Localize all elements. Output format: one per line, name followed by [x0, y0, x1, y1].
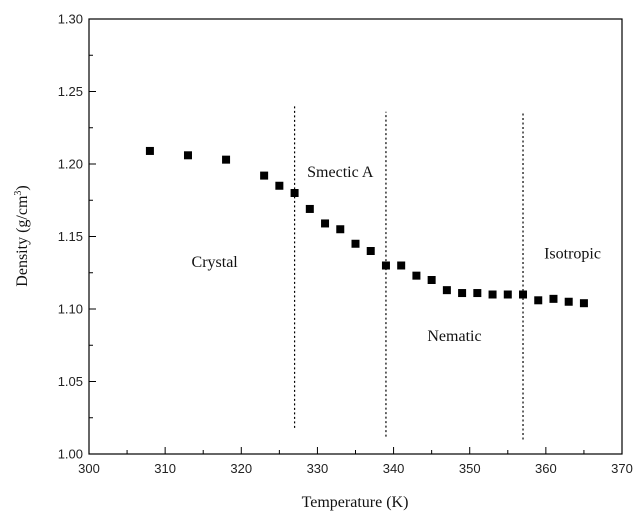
x-axis-ticks: 300 310 320 330 340 350 360 370: [78, 447, 633, 476]
y-tick-label: 1.05: [58, 374, 83, 389]
phase-region-labels: Crystal Smectic A Nematic Isotropic: [192, 164, 601, 345]
data-point: [427, 276, 436, 284]
data-point: [321, 219, 330, 228]
data-point: [275, 181, 284, 190]
x-tick-label: 330: [307, 461, 329, 476]
data-point: [397, 261, 406, 270]
data-point: [503, 290, 512, 299]
data-point: [351, 239, 360, 248]
plot-frame: [88, 18, 623, 455]
data-point: [381, 261, 390, 270]
x-tick-label: 350: [459, 461, 481, 476]
data-point: [412, 271, 421, 280]
x-tick-label: 360: [535, 461, 557, 476]
x-tick-label: 370: [611, 461, 633, 476]
y-tick-label: 1.15: [58, 229, 83, 244]
y-axis-title: Density (g/cm3): [13, 185, 31, 286]
y-tick-label: 1.10: [58, 302, 83, 317]
phase-region-label: Smectic A: [307, 164, 374, 181]
y-tick-label: 1.00: [58, 447, 83, 462]
data-point: [290, 189, 299, 197]
data-point: [488, 290, 497, 299]
data-point: [579, 299, 588, 308]
x-axis-title: Temperature (K): [302, 494, 409, 511]
data-point: [145, 146, 154, 155]
phase-region-label: Nematic: [427, 328, 481, 345]
data-point: [549, 294, 558, 303]
data-point: [305, 204, 314, 213]
x-tick-label: 310: [154, 461, 176, 476]
y-tick-label: 1.30: [58, 12, 83, 27]
data-point: [534, 296, 543, 305]
data-point: [222, 155, 231, 164]
data-point: [183, 151, 192, 160]
y-axis-ticks: 1.00 1.05 1.10 1.15 1.20 1.25 1.30: [58, 12, 96, 462]
y-tick-label: 1.25: [58, 84, 83, 99]
y-tick-label: 1.20: [58, 157, 83, 172]
data-point: [442, 286, 451, 295]
phase-region-label: Crystal: [192, 254, 239, 271]
x-tick-label: 340: [383, 461, 405, 476]
x-tick-label: 320: [230, 461, 252, 476]
data-point: [473, 289, 482, 298]
data-point: [336, 225, 345, 234]
data-points: [145, 146, 588, 308]
y-axis-title-main: Density (g/cm: [14, 195, 31, 287]
data-point: [260, 171, 269, 180]
phase-region-label: Isotropic: [544, 245, 601, 262]
phase-boundary-lines: [293, 106, 524, 440]
x-tick-label: 300: [78, 461, 100, 476]
data-point: [519, 290, 528, 299]
y-axis-title-superscript: 3: [13, 191, 24, 196]
data-point: [458, 289, 467, 298]
data-point: [366, 247, 375, 255]
y-axis-title-close: ): [14, 185, 31, 190]
data-point: [564, 297, 573, 306]
